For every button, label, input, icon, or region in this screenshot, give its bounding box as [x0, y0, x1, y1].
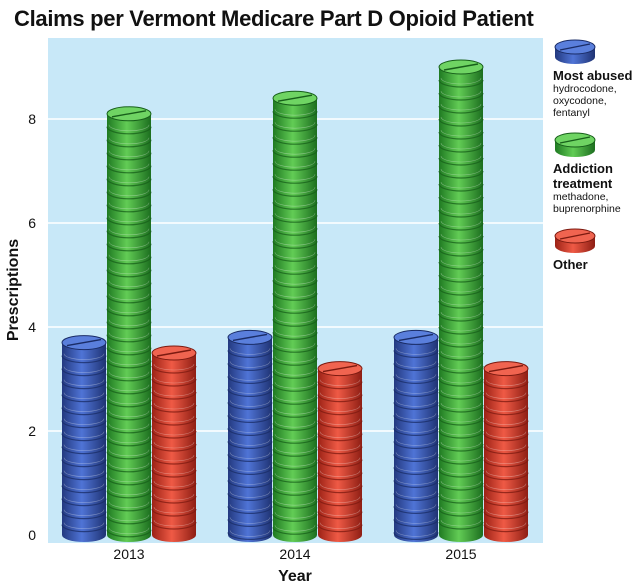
bar-group-2015 — [393, 59, 529, 542]
y-axis-title: Prescriptions — [5, 239, 22, 341]
legend-item: Other — [553, 227, 639, 272]
legend-item: Addiction treatment methadone, buprenorphi… — [553, 131, 639, 215]
legend-item-description: methadone, — [553, 191, 609, 203]
bar-2015-series-2 — [483, 361, 529, 542]
bar-2014-series-0 — [227, 329, 273, 542]
x-tick-label: 2013 — [113, 546, 144, 562]
x-tick-label: 2015 — [445, 546, 476, 562]
bar-groups — [61, 59, 529, 542]
y-tick-label: 0 — [28, 527, 36, 543]
legend-item-title: Addiction treatment — [553, 161, 613, 191]
bar-2013-series-0 — [61, 335, 107, 542]
legend: Most abused hydrocodone, oxycodone, fentany… — [553, 38, 639, 284]
chart-title: Claims per Vermont Medicare Part D Opioi… — [14, 6, 534, 31]
bar-2013-series-1 — [106, 106, 152, 542]
blue-pill-icon — [554, 39, 596, 64]
green-pill-icon — [554, 132, 596, 157]
legend-item: Most abused hydrocodone, oxycodone, fentany… — [553, 38, 639, 119]
legend-item-description: buprenorphine — [553, 203, 621, 215]
red-pill-icon — [554, 228, 596, 253]
y-axis-ticks: 0 2 4 6 8 — [28, 111, 36, 543]
x-tick-label: 2014 — [279, 546, 310, 562]
bar-group-2014 — [227, 90, 363, 542]
x-axis-ticks: 2013 2014 2015 — [113, 546, 476, 562]
y-tick-label: 8 — [28, 111, 36, 127]
x-axis-title: Year — [278, 568, 312, 585]
bar-2014-series-1 — [272, 90, 318, 542]
legend-item-title: Other — [553, 257, 588, 272]
legend-item-description: oxycodone, — [553, 95, 607, 107]
y-tick-label: 2 — [28, 423, 36, 439]
bar-2014-series-2 — [317, 361, 363, 542]
legend-item-title: Most abused — [553, 68, 633, 83]
legend-item-description: fentanyl — [553, 107, 590, 119]
pill-stack-bar-chart: 0 2 4 6 8 2013 2014 2015 Year Prescriptions — [5, 38, 543, 585]
y-tick-label: 6 — [28, 215, 36, 231]
bar-2015-series-1 — [438, 59, 484, 542]
legend-item-description: hydrocodone, — [553, 83, 617, 95]
bar-2015-series-0 — [393, 329, 439, 542]
bar-group-2013 — [61, 106, 197, 542]
bar-2013-series-2 — [151, 345, 197, 542]
y-tick-label: 4 — [28, 319, 36, 335]
